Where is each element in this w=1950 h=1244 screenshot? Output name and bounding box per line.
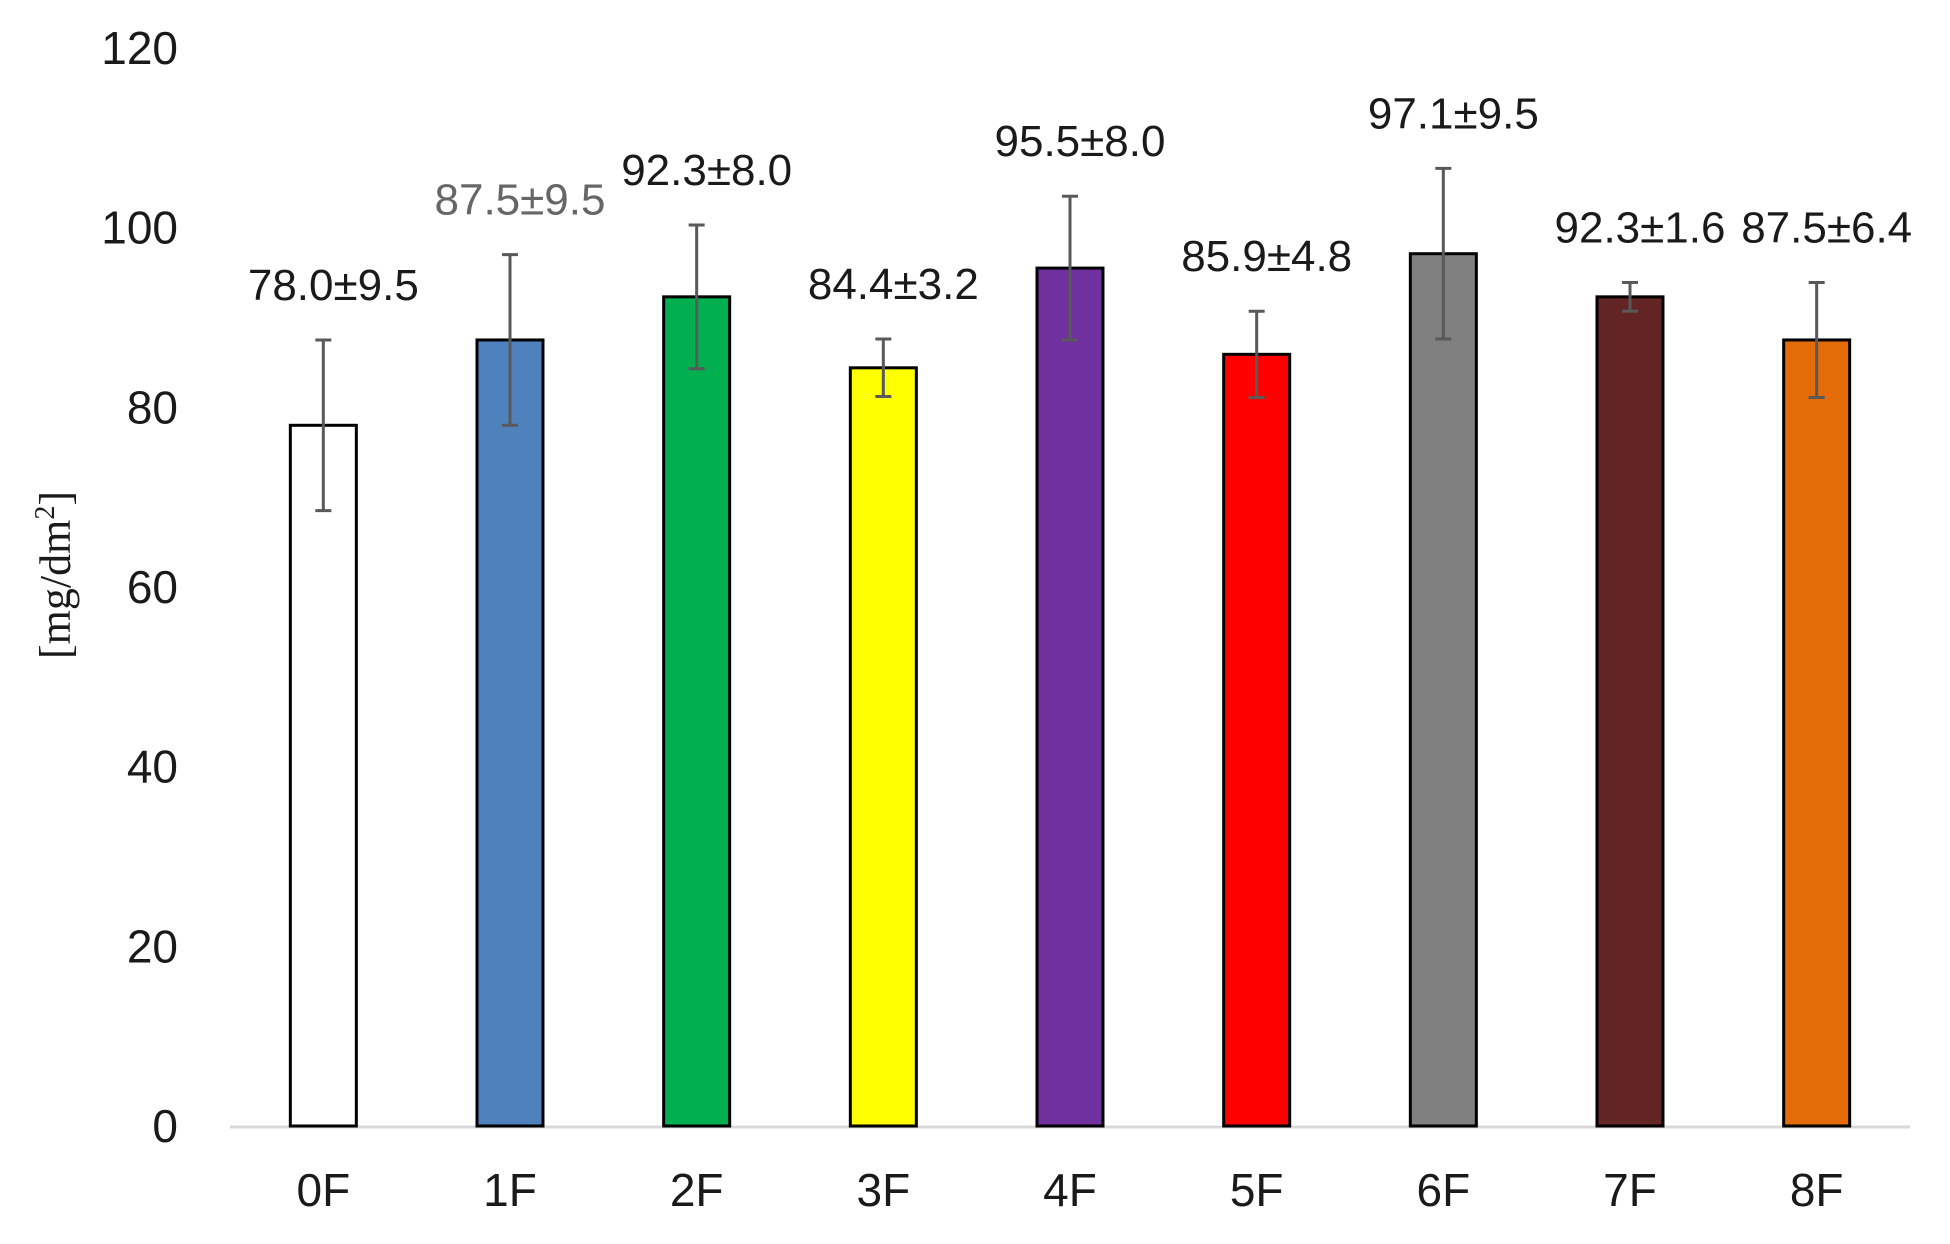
error-bar-0F	[315, 338, 332, 513]
error-bar-2F	[688, 223, 705, 371]
data-label-8F: 87.5±6.4	[1741, 203, 1912, 252]
x-tick-label-4F: 4F	[1043, 1164, 1097, 1216]
data-label-7F: 92.3±1.6	[1555, 203, 1726, 252]
error-bars-group	[315, 166, 1825, 513]
x-tick-label-5F: 5F	[1230, 1164, 1284, 1216]
data-label-1F: 87.5±9.5	[435, 176, 606, 225]
error-bar-4F	[1062, 194, 1078, 342]
bar-4F	[1035, 266, 1105, 1128]
data-label-6F: 97.1±9.5	[1368, 89, 1539, 138]
data-labels-group: 78.0±9.5 87.5±9.5 92.3±8.0 84.4±3.2 95.5±8.0…	[248, 89, 1912, 310]
bar-3F	[848, 366, 918, 1128]
y-tick-label: 100	[101, 202, 178, 254]
x-tick-label-1F: 1F	[483, 1164, 537, 1216]
x-tick-label-8F: 8F	[1790, 1164, 1844, 1216]
bar-8F	[1782, 338, 1852, 1128]
y-axis-label-close: ]	[31, 491, 80, 506]
data-label-5F: 85.9±4.8	[1181, 232, 1352, 281]
bar-5F	[1222, 352, 1292, 1128]
y-tick-label: 20	[127, 920, 178, 972]
y-tick-label: 60	[127, 561, 178, 613]
y-tick-label: 0	[152, 1100, 178, 1152]
y-axis-label: [mg/dm2]	[30, 491, 80, 659]
x-tick-label-0F: 0F	[296, 1164, 350, 1216]
y-tick-label: 40	[127, 741, 178, 793]
x-tick-label-3F: 3F	[856, 1164, 910, 1216]
bar-7F	[1595, 295, 1665, 1128]
y-axis-ticks: 0 20 40 60 80 100 120	[101, 22, 178, 1152]
y-tick-label: 80	[127, 381, 178, 433]
bar-1F	[475, 338, 545, 1128]
x-tick-label-6F: 6F	[1416, 1164, 1470, 1216]
x-tick-label-7F: 7F	[1603, 1164, 1657, 1216]
bar-0F	[288, 423, 358, 1128]
error-bar-6F	[1435, 166, 1452, 341]
bar-6F	[1408, 252, 1478, 1128]
bars-group	[288, 252, 1852, 1128]
data-label-4F: 95.5±8.0	[995, 117, 1166, 166]
data-label-3F: 84.4±3.2	[808, 260, 979, 309]
y-axis-label-main: [mg/dm	[31, 520, 80, 659]
y-axis-label-superscript: 2	[30, 506, 61, 520]
bar-2F	[662, 295, 732, 1128]
data-label-0F: 78.0±9.5	[248, 261, 419, 310]
y-tick-label: 120	[101, 22, 178, 74]
error-bar-3F	[875, 337, 892, 399]
data-label-2F: 92.3±8.0	[621, 146, 792, 195]
x-axis-ticks: 0F 1F 2F 3F 4F 5F 6F 7F 8F	[296, 1164, 1843, 1216]
error-bar-7F	[1622, 280, 1638, 313]
error-bar-1F	[502, 253, 518, 427]
error-bar-8F	[1808, 280, 1825, 399]
x-tick-label-2F: 2F	[670, 1164, 724, 1216]
error-bar-5F	[1248, 309, 1265, 399]
